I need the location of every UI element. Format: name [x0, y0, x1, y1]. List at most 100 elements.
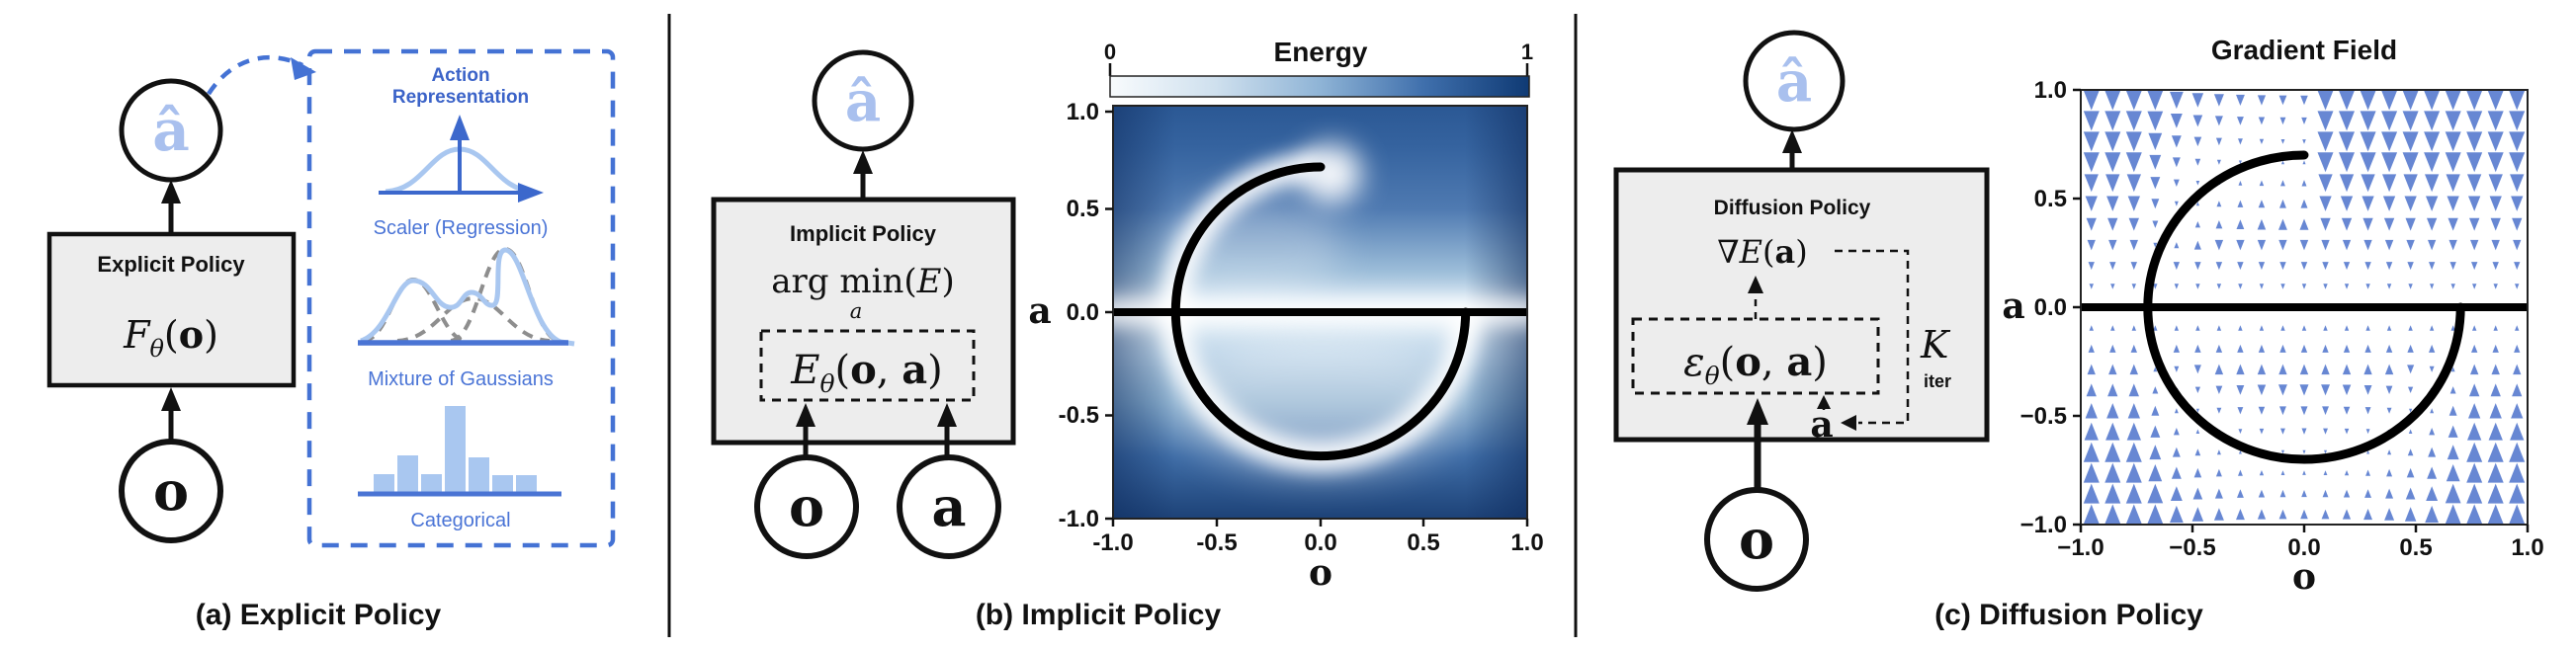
- gradient-arrow-down: [2320, 217, 2331, 231]
- gradient-arrow-up: [2173, 344, 2180, 353]
- gradient-arrow-down: [2361, 174, 2375, 193]
- gradient-xlabel: o: [2292, 556, 2316, 598]
- gradient-arrow-down: [2321, 239, 2330, 251]
- gradient-arrow-up: [2492, 344, 2499, 353]
- gradient-arrow-down: [2487, 152, 2504, 173]
- gradient-arrow-down: [2151, 199, 2160, 209]
- gradient-arrow-up: [2104, 442, 2121, 462]
- argmin-pre: arg min: [771, 262, 903, 301]
- gradient-arrow-down: [2514, 262, 2521, 271]
- gradient-arrow-up: [2408, 325, 2413, 331]
- gradient-arrow-down: [2339, 152, 2355, 173]
- gradient-arrow-down: [2317, 131, 2334, 152]
- gradient-arrow-down: [2317, 152, 2334, 173]
- gradient-arrow-down: [2237, 262, 2244, 271]
- energy-chart: Energy 0 1 1.0 0.5 0.0 -0.5 -: [1028, 37, 1543, 594]
- arrowhead-icon: [853, 150, 873, 174]
- gradient-arrow-down: [2468, 196, 2481, 211]
- noise-net-formula: εθ(o, a): [1683, 339, 1828, 390]
- gradient-arrow-down: [2278, 95, 2287, 106]
- gradient-arrow-up: [2302, 160, 2306, 165]
- colorbar-max-label: 1: [1521, 40, 1533, 64]
- eps-open: (: [1720, 340, 1736, 385]
- gradient-arrow-up: [2404, 507, 2417, 522]
- gradient-arrow-up: [2300, 344, 2308, 353]
- gradient-arrow-down: [2125, 131, 2142, 152]
- gradient-arrow-down: [2195, 181, 2200, 186]
- gradient-arrow-up: [2511, 403, 2524, 419]
- gradient-arrow-up: [2405, 487, 2416, 500]
- gradient-arrow-up: [2429, 344, 2436, 353]
- gradient-arrow-up: [2238, 449, 2242, 454]
- gradient-arrow-down: [2085, 196, 2098, 211]
- gradient-arrow-up: [2466, 483, 2483, 504]
- implicit-policy-title: Implicit Policy: [790, 221, 937, 246]
- gradient-arrow-up: [2214, 488, 2223, 499]
- gradient-arrow-down: [2344, 428, 2350, 435]
- gradient-arrow-up: [2237, 344, 2244, 353]
- gradient-arrow-down: [2214, 116, 2223, 126]
- demo-arc: [2143, 150, 2465, 464]
- grad-close: ): [1795, 233, 1807, 271]
- argmin-close: ): [941, 262, 954, 301]
- observation-node: [119, 439, 223, 543]
- gradient-arrow-down: [2466, 90, 2483, 111]
- gradient-arrow-down: [2381, 90, 2398, 111]
- eps-theta: θ: [1705, 362, 1720, 390]
- gradient-arrow-up: [2384, 364, 2394, 375]
- gradient-arrow-down: [2087, 239, 2096, 251]
- gradient-arrow-down: [2257, 95, 2267, 106]
- gradient-arrow-down: [2258, 117, 2266, 125]
- categorical-bar: [516, 475, 537, 492]
- arrowhead-icon: [161, 387, 181, 411]
- gradient-arrow-up: [2125, 462, 2142, 483]
- gradient-arrow-up: [2149, 445, 2162, 460]
- gradient-arrow-up: [2174, 408, 2179, 414]
- gradient-arrow-up: [2237, 489, 2244, 498]
- gradient-arrow-up: [2259, 180, 2265, 187]
- arrowhead-icon: [1782, 129, 1802, 153]
- gradient-arrow-up: [2193, 240, 2201, 250]
- gradient-arrow-down: [2171, 135, 2182, 148]
- gradient-arrow-up: [2280, 180, 2285, 187]
- x-tick-label: 1.0: [1510, 529, 1543, 556]
- gradient-arrow-up: [2387, 449, 2392, 455]
- gradient-arrow-up: [2151, 405, 2160, 416]
- gradient-arrow-down: [2083, 111, 2100, 131]
- gradient-arrow-down: [2258, 262, 2266, 271]
- gradient-arrow-up: [2083, 483, 2100, 504]
- gradient-arrow-down: [2384, 239, 2394, 251]
- gradient-arrow-up: [2430, 325, 2435, 331]
- gradient-arrow-up: [2128, 383, 2139, 397]
- y-tick-label: 0.0: [1067, 299, 1099, 326]
- gradient-arrow-down: [2360, 152, 2376, 173]
- gradient-arrow-up: [2130, 344, 2137, 353]
- gradient-arrow-down: [2105, 174, 2120, 193]
- gradient-arrow-down: [2510, 174, 2525, 193]
- arrowhead-icon: [1817, 395, 1831, 409]
- gradient-arrow-up: [2238, 469, 2243, 476]
- gradient-arrow-up: [2447, 445, 2459, 460]
- gradient-arrow-down: [2469, 217, 2480, 231]
- gradient-arrow-up: [2472, 325, 2477, 331]
- gradient-field-title: Gradient Field: [2211, 35, 2397, 65]
- gradient-arrow-down: [2301, 284, 2307, 289]
- gradient-arrow-up: [2509, 442, 2526, 462]
- gradient-arrow-down: [2360, 90, 2376, 111]
- gradient-arrow-down: [2405, 217, 2416, 231]
- formula-F: F: [123, 313, 151, 357]
- caption-c: (c) Diffusion Policy: [1934, 599, 2203, 631]
- gradient-arrow-down: [2150, 177, 2161, 190]
- gradient-arrow-down: [2216, 284, 2222, 289]
- gradient-arrow-up: [2108, 364, 2117, 375]
- gradient-arrow-up: [2299, 218, 2309, 230]
- formula-close: ): [204, 313, 218, 357]
- gradient-arrow-up: [2469, 383, 2480, 397]
- gradient-arrow-down: [2428, 239, 2437, 251]
- gradient-arrow-up: [2487, 442, 2504, 462]
- gradient-arrow-down: [2086, 217, 2097, 231]
- implicit-policy-box: [711, 197, 1016, 446]
- gradient-arrow-up: [2104, 462, 2121, 483]
- arrowhead-icon: [796, 403, 816, 427]
- gradient-arrow-down: [2344, 284, 2350, 289]
